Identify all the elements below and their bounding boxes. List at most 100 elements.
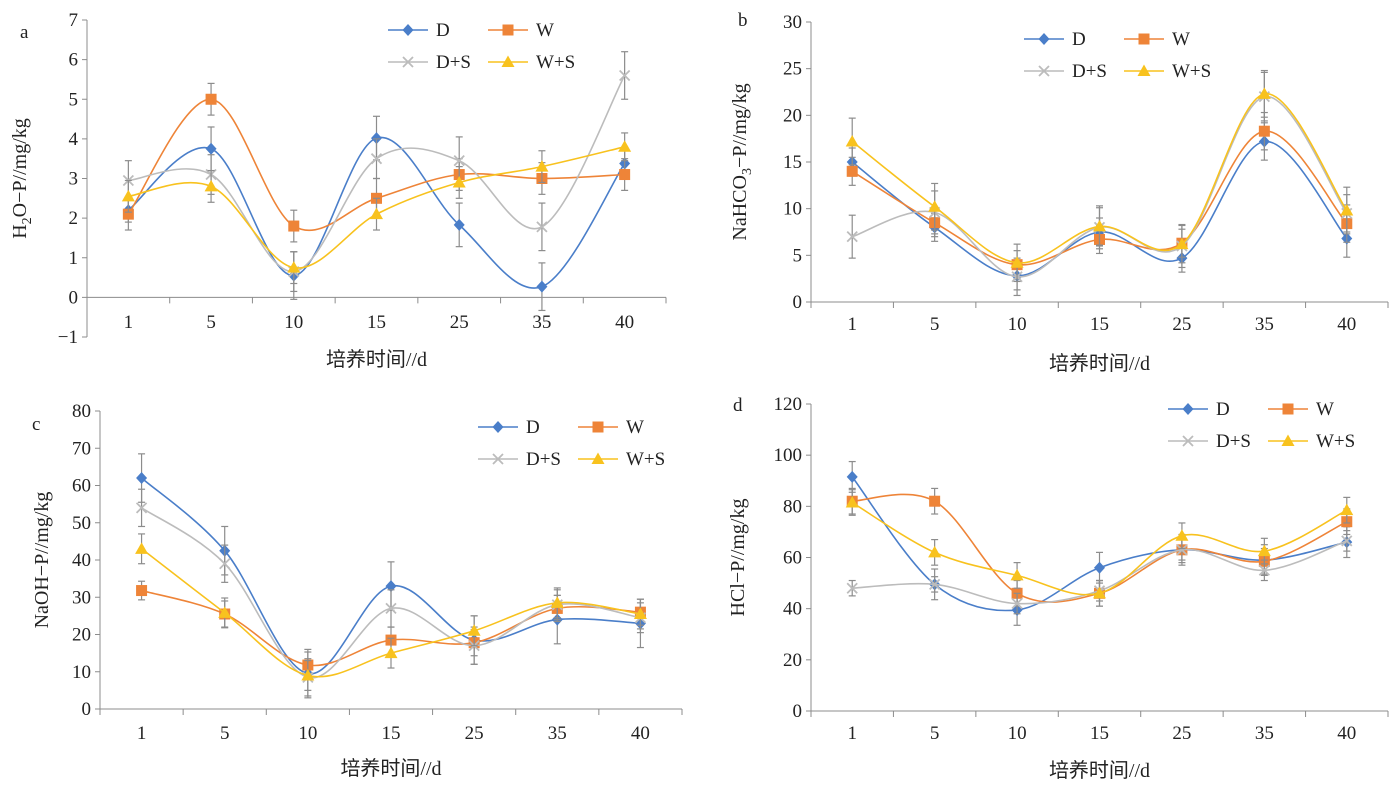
chart-c-data-point-d-plus-s	[135, 502, 148, 514]
chart-c-x-axis-title: 培养时间//d	[340, 757, 441, 780]
chart-a-x-tick-label: 15	[367, 312, 386, 333]
chart-c-legend-marker-d	[492, 421, 504, 433]
chart-c-y-tick-label: 70	[72, 438, 91, 459]
chart-c-y-tick-label: 10	[72, 662, 91, 683]
chart-d-x-tick-label: 15	[1090, 723, 1109, 744]
chart-a-y-tick-label: −1	[58, 327, 78, 348]
chart-c-legend-marker-w	[592, 421, 604, 433]
chart-d-data-point-d-plus-s	[1341, 535, 1353, 547]
chart-a-legend-item-d-plus-s: D+S	[388, 52, 471, 73]
chart-b-legend-marker-d-plus-s	[1038, 65, 1050, 77]
chart-b-legend-label: D	[1072, 29, 1086, 50]
chart-a-legend-label: W	[536, 20, 554, 41]
chart-d-data-point-d-plus-s	[1258, 564, 1270, 576]
chart-d-legend-label: D	[1216, 399, 1230, 420]
chart-a-y-tick-label: 4	[69, 129, 79, 150]
chart-d-data-point-w-plus-s	[928, 545, 942, 558]
chart-c-legend-label: D+S	[526, 449, 561, 470]
chart-a-data-point-w-plus-s	[452, 175, 466, 188]
chart-a-x-axis-title: 培养时间//d	[326, 348, 427, 371]
chart-a-x-tick-label: 40	[615, 312, 634, 333]
chart-a-data-point-w-plus-s	[535, 160, 549, 172]
chart-c-data-point-w-plus-s	[301, 668, 315, 681]
chart-a-data-point-w-plus-s	[370, 207, 383, 220]
chart-b-legend-item-d: D	[1024, 29, 1086, 50]
chart-a-data-point-d-plus-s	[536, 221, 548, 233]
chart-d-data-point-w-plus-s	[1175, 529, 1189, 541]
chart-a-y-tick-label: 6	[69, 50, 79, 71]
chart-c-panel-letter: c	[32, 414, 40, 435]
chart-d-data-point-d	[846, 470, 858, 483]
chart-d-y-axis-title: HCl−P//mg/kg	[727, 499, 749, 617]
chart-a-legend-marker-d-plus-s	[402, 56, 414, 68]
chart-a-y-tick-label: 7	[69, 10, 79, 31]
chart-b-data-point-w-plus-s	[1257, 87, 1271, 99]
chart-a-data-point-w-plus-s	[287, 261, 301, 273]
chart-b-x-tick-label: 1	[847, 314, 857, 335]
chart-b-data-point-d-plus-s	[846, 231, 858, 243]
chart-c-legend-label: W	[626, 417, 644, 438]
chart-b-x-tick-label: 35	[1255, 314, 1274, 335]
chart-d-data-point-w-plus-s	[845, 495, 859, 508]
chart-b-y-tick-label: 15	[783, 152, 802, 173]
chart-b-legend: D W D+S W+S	[1024, 29, 1211, 82]
chart-panel-d: d 0 20 40 60 80 100 120 1 5 10 15 25 35 40 培养时间//d HCl−P…	[696, 393, 1392, 786]
chart-c-y-tick-label: 20	[72, 625, 91, 646]
chart-c-legend-item-d-plus-s: D+S	[478, 449, 561, 470]
chart-a-x-tick-label: 25	[450, 312, 469, 333]
chart-a-y-tick-label: 1	[69, 248, 79, 269]
chart-a-legend-marker-w-plus-s	[501, 55, 515, 67]
chart-a-x-tick-label: 35	[532, 312, 551, 333]
chart-c-y-axis-title: NaOH−P//mg/kg	[31, 492, 53, 629]
chart-d-x-tick-label: 10	[1008, 723, 1027, 744]
chart-b-legend-marker-d	[1038, 33, 1050, 45]
chart-b-data-point-w-plus-s	[1340, 204, 1354, 216]
chart-c-y-tick-label: 40	[72, 550, 91, 571]
chart-d-series-w-plus-s	[845, 489, 1354, 607]
chart-c-data-point-w-plus-s	[218, 606, 232, 618]
chart-c-y-tick-label: 60	[72, 476, 91, 497]
chart-b-x-axis-title: 培养时间//d	[1049, 352, 1150, 375]
chart-b-data-point-w-plus-s	[1010, 256, 1024, 268]
chart-c-y-tick-label: 0	[82, 699, 92, 720]
chart-d-y-tick-label: 20	[783, 650, 802, 671]
chart-b-y-tick-label: 0	[793, 292, 803, 313]
chart-c-data-point-w-plus-s	[135, 542, 149, 554]
chart-c-legend-label: W+S	[626, 449, 665, 470]
chart-b-legend-label: W	[1172, 29, 1190, 50]
chart-b-y-tick-label: 10	[783, 199, 802, 220]
chart-a-legend-label: D+S	[436, 52, 471, 73]
chart-d-x-axis-title: 培养时间//d	[1049, 759, 1150, 782]
chart-d-y-tick-label: 120	[774, 394, 803, 415]
chart-b-y-tick-label: 25	[783, 59, 802, 80]
chart-b-legend-marker-w-plus-s	[1137, 64, 1151, 76]
chart-d-y-tick-label: 80	[783, 496, 802, 517]
chart-c-legend-item-w-plus-s: W+S	[578, 449, 665, 470]
chart-c-x-tick-label: 5	[220, 723, 230, 744]
chart-c-series-w-plus-s	[135, 533, 647, 691]
chart-c-data-point-d	[136, 472, 148, 485]
chart-b-data-point-w-plus-s	[1175, 237, 1189, 250]
chart-a-data-point-w-plus-s	[204, 179, 218, 192]
chart-a-legend-item-w: W	[488, 20, 554, 41]
chart-b-x-tick-label: 25	[1172, 314, 1191, 335]
chart-d-legend-label: W	[1316, 399, 1334, 420]
chart-d-y-tick-label: 100	[774, 445, 803, 466]
chart-c-data-point-d-plus-s	[385, 602, 397, 615]
chart-b-x-tick-label: 10	[1008, 314, 1027, 335]
chart-b-data-point-w	[846, 165, 858, 177]
chart-a-legend-item-d: D	[388, 20, 450, 41]
chart-a-data-point-w	[288, 220, 300, 232]
chart-c-legend-label: D	[526, 417, 540, 438]
chart-d-data-point-d	[1094, 561, 1105, 574]
chart-a-data-point-d	[205, 142, 217, 155]
chart-d-data-point-w-plus-s	[1340, 503, 1354, 516]
chart-c-data-point-d	[385, 580, 397, 593]
chart-d-data-point-d-plus-s	[846, 582, 858, 594]
chart-panel-b: b 0 5 10 15 20 25 30 1 5 10 15 25 35 40 培养时间//d NaHCO3−P…	[696, 0, 1392, 393]
chart-d-legend-item-d-plus-s: D+S	[1168, 431, 1251, 452]
